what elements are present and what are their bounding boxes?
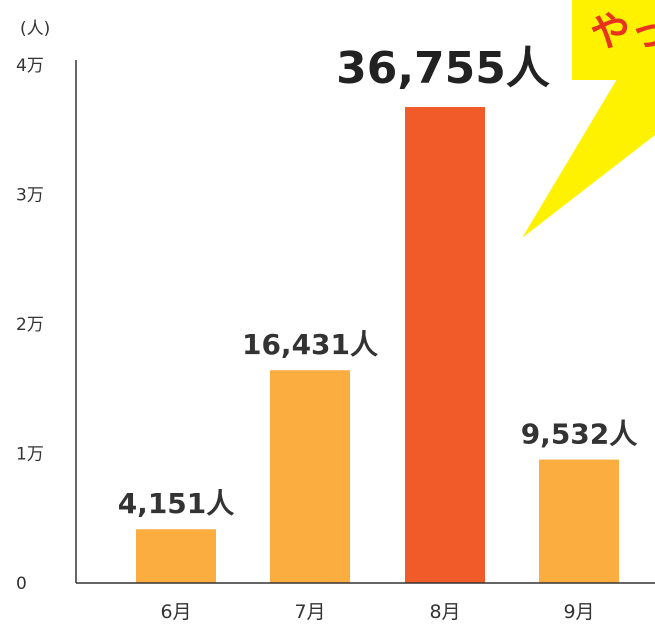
data-label: 4,151人 (118, 487, 235, 520)
bar (405, 107, 485, 583)
y-tick-label: 1万 (16, 445, 44, 465)
value-labels: 4,151人 16,431人 36,755人 9,532人 (118, 43, 638, 520)
bar (136, 529, 216, 583)
callout-burst: やっ (522, 0, 655, 238)
callout-tail (522, 74, 655, 238)
callout-box (572, 0, 655, 80)
y-tick-label: 4万 (16, 56, 44, 76)
bar (539, 459, 619, 583)
x-tick-label: 6月 (160, 601, 191, 623)
x-axis-categories: 6月 7月 8月 9月 (160, 601, 594, 623)
data-label: 16,431人 (242, 328, 378, 361)
y-axis-ticks: 0 1万 2万 3万 4万 (16, 56, 44, 594)
y-tick-label: 2万 (16, 315, 44, 335)
data-label: 36,755人 (336, 43, 550, 94)
y-tick-label: 3万 (16, 186, 44, 206)
x-tick-label: 9月 (563, 601, 594, 623)
x-tick-label: 7月 (294, 601, 325, 623)
x-tick-label: 8月 (429, 601, 460, 623)
bar (270, 370, 350, 583)
callout-text: やっ (590, 9, 655, 55)
y-tick-label: 0 (16, 574, 27, 594)
data-label: 9,532人 (521, 418, 638, 451)
bars (136, 107, 619, 583)
y-axis-unit-label: (人) (20, 19, 50, 39)
